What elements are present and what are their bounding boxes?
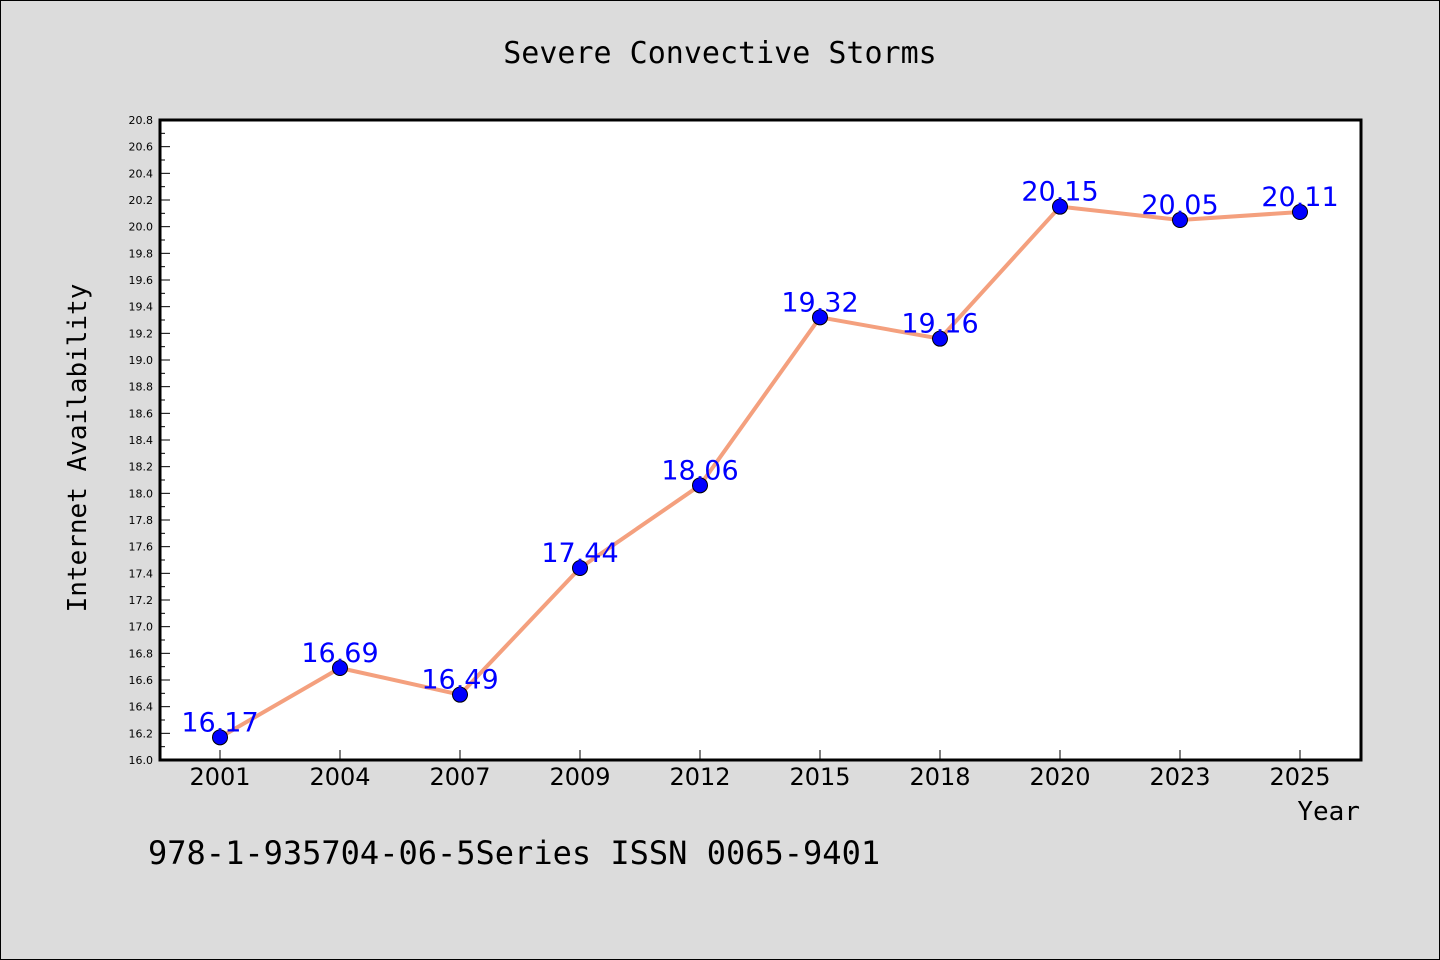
series-line-group [212, 198, 1308, 746]
y-tick-label: 18.8 [129, 381, 154, 394]
y-tick-label: 20.8 [129, 114, 154, 127]
data-label: 19.16 [901, 309, 978, 340]
y-tick-label: 18.2 [129, 461, 154, 474]
y-tick-label: 20.6 [129, 141, 154, 154]
y-tick-label: 19.6 [129, 274, 154, 287]
data-label: 16.17 [181, 707, 258, 738]
data-point [1172, 212, 1188, 228]
data-label: 16.49 [421, 665, 498, 696]
y-tick-label: 19.2 [129, 327, 154, 340]
y-axis-label: Internet Availability [63, 284, 93, 613]
x-tick-label: 2015 [789, 763, 850, 791]
data-label: 20.05 [1141, 190, 1218, 221]
data-point [1052, 198, 1068, 215]
data-label: 20.11 [1261, 182, 1338, 213]
x-tick-label: 2012 [669, 763, 730, 791]
x-axis-label: Year [1297, 797, 1360, 827]
plot-border [158, 118, 1363, 762]
y-tick-label: 16.4 [129, 701, 154, 714]
x-tick-label: 2007 [429, 763, 490, 791]
data-point [452, 686, 468, 703]
x-tick-label: 2020 [1029, 763, 1090, 791]
x-tick-label: 2009 [549, 763, 610, 791]
data-label: 18.06 [661, 455, 738, 486]
footer-text: 978-1-935704-06-5Series ISSN 0065-9401 [148, 834, 880, 872]
y-tick-label: 16.6 [129, 674, 154, 687]
y-tick-label: 18.4 [129, 434, 154, 447]
data-point [212, 729, 228, 746]
y-tick-label: 18.0 [129, 487, 154, 500]
data-label: 20.15 [1021, 177, 1098, 208]
plot-area [160, 120, 1361, 760]
y-tick-label: 19.4 [129, 301, 154, 314]
data-labels-group: 16.17 16.69 16.49 17.44 18.06 19.32 19.16 20.15… [181, 177, 1338, 739]
x-tick-label: 2025 [1269, 763, 1330, 791]
data-point [932, 330, 948, 347]
data-label: 16.69 [301, 638, 378, 669]
x-tick-label: 2018 [909, 763, 970, 791]
y-tick-label: 19.8 [129, 247, 154, 260]
y-tick-label: 16.8 [129, 647, 154, 660]
y-tick-label: 17.0 [129, 621, 154, 634]
data-label: 19.32 [781, 287, 858, 318]
y-tick-label: 17.6 [129, 541, 154, 554]
y-tick-label: 17.2 [129, 594, 154, 607]
data-point [1292, 204, 1308, 220]
data-label: 17.44 [541, 538, 618, 569]
data-point [692, 477, 708, 494]
data-point [812, 309, 828, 326]
y-tick-label: 19.0 [129, 354, 154, 367]
x-tick-label: 2004 [309, 763, 370, 791]
x-axis-ticks: 2001 2004 2007 2009 2012 2015 2018 2020 2023 2025 [189, 750, 1331, 791]
y-tick-label: 17.4 [129, 567, 154, 580]
series-line [218, 204, 1302, 740]
y-tick-label: 17.8 [129, 514, 154, 527]
y-tick-label: 18.6 [129, 407, 154, 420]
y-tick-label: 16.2 [129, 727, 154, 740]
y-tick-label: 16.0 [129, 754, 154, 767]
y-tick-label: 20.0 [129, 221, 154, 234]
x-tick-label: 2001 [189, 763, 250, 791]
y-axis-ticks: 16.0 16.2 16.4 16.6 16.8 17.0 17.2 17.4 17.6 17.8… [129, 114, 170, 767]
y-tick-label: 20.4 [129, 167, 154, 180]
x-tick-label: 2023 [1149, 763, 1210, 791]
data-point [332, 660, 348, 676]
data-point [572, 560, 588, 576]
chart-title: Severe Convective Storms [503, 36, 936, 71]
y-tick-label: 20.2 [129, 194, 154, 207]
